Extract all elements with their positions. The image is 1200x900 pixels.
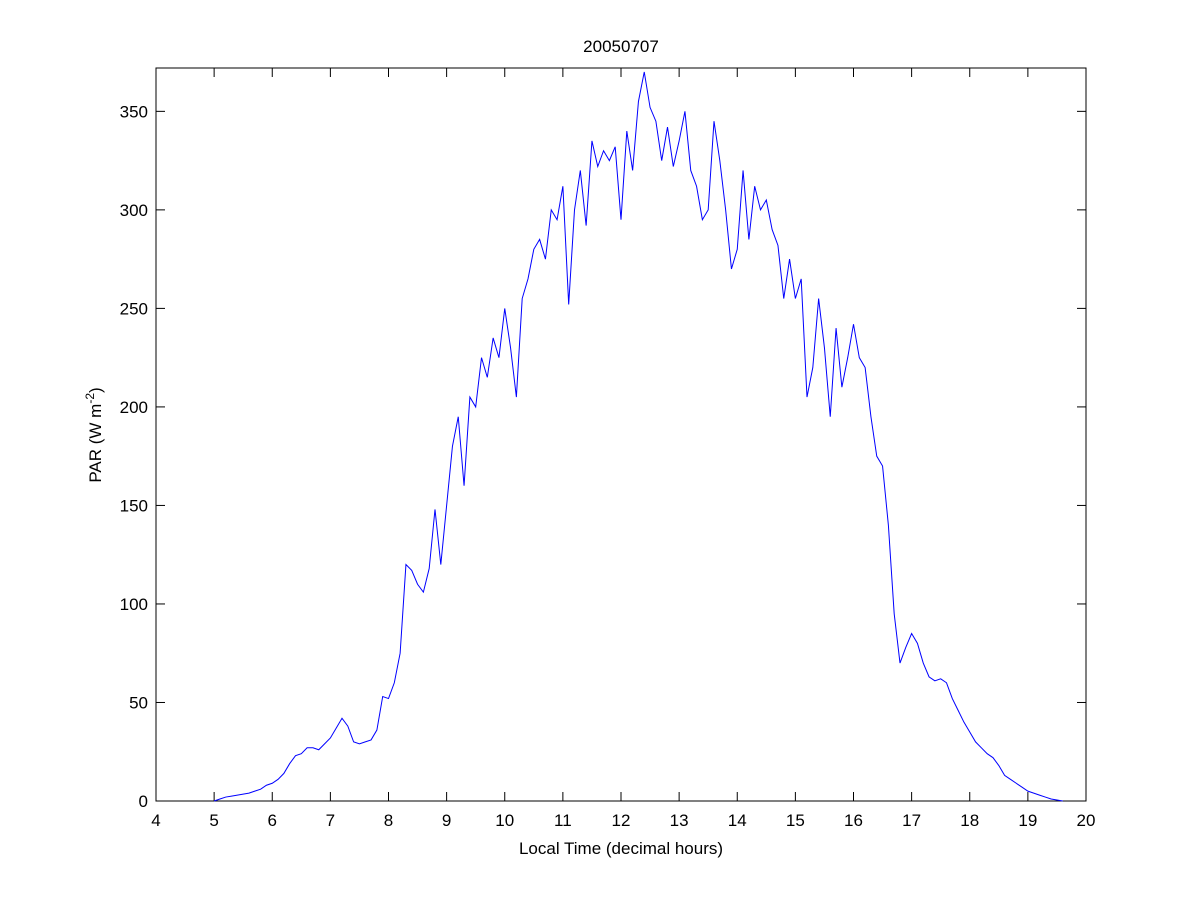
y-label-suffix: ) [86,387,105,393]
x-tick-label: 8 [384,811,393,830]
x-tick-label: 7 [326,811,335,830]
y-tick-label: 300 [120,201,148,220]
y-tick-label: 250 [120,299,148,318]
y-label-superscript: -2 [83,393,97,404]
data-line [213,71,1063,802]
x-tick-label: 9 [442,811,451,830]
x-tick-label: 4 [151,811,160,830]
y-tick-label: 50 [129,693,148,712]
x-tick-label: 13 [670,811,689,830]
x-tick-label: 17 [902,811,921,830]
x-tick-label: 15 [786,811,805,830]
x-tick-label: 10 [495,811,514,830]
x-tick-label: 16 [844,811,863,830]
x-tick-label: 11 [554,811,572,830]
y-tick-label: 100 [120,595,148,614]
y-tick-label: 350 [120,102,148,121]
x-axis-label: Local Time (decimal hours) [519,839,723,858]
y-axis-label: PAR (W m-2) [83,387,105,482]
y-tick-label: 200 [120,398,148,417]
chart-title: 20050707 [583,37,659,56]
x-tick-label: 5 [209,811,218,830]
x-tick-label: 6 [268,811,277,830]
x-tick-label: 14 [728,811,747,830]
axes-box [155,67,1087,802]
y-tick-label: 0 [139,792,148,811]
y-tick-label: 150 [120,496,148,515]
y-label-text: PAR (W m [86,404,105,483]
x-tick-label: 20 [1077,811,1096,830]
x-tick-label: 12 [612,811,631,830]
x-tick-label: 18 [960,811,979,830]
x-tick-label: 19 [1018,811,1037,830]
